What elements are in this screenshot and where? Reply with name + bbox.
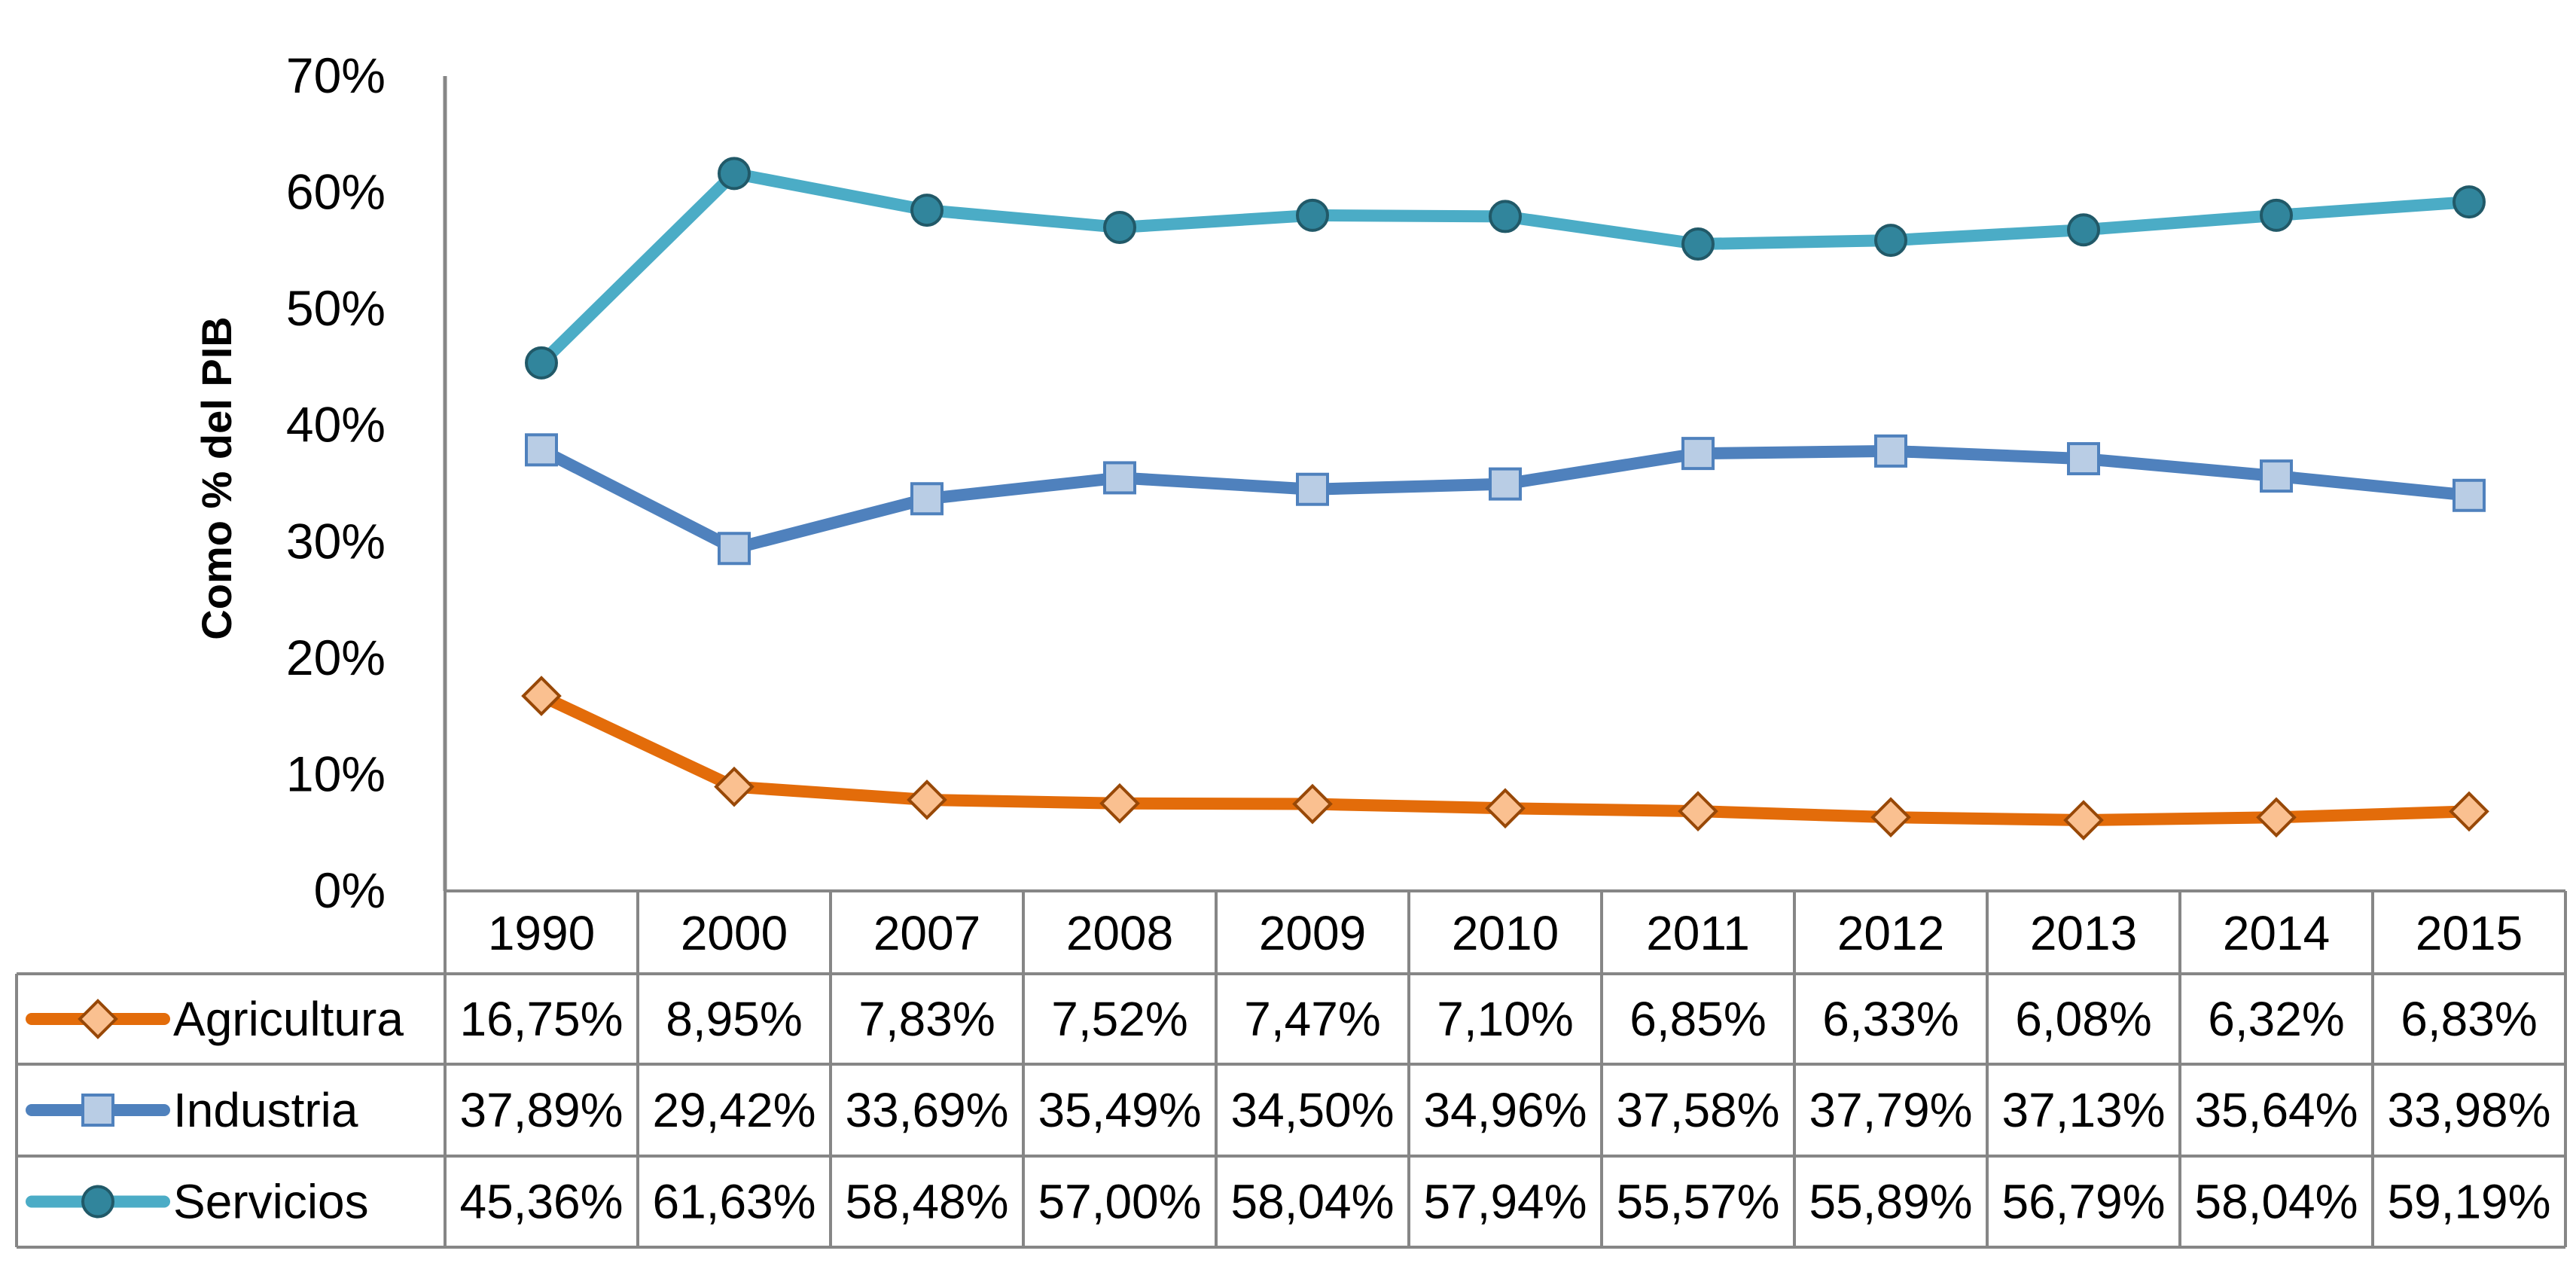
- table-cell-value: 6,83%: [2401, 992, 2537, 1046]
- y-tick-label: 20%: [286, 630, 386, 685]
- y-axis-title: Como % del PIB: [193, 316, 240, 639]
- data-point: [1292, 783, 1333, 825]
- data-point: [1874, 224, 1907, 258]
- table-cell-value: 16,75%: [459, 992, 623, 1046]
- data-point: [2067, 442, 2100, 476]
- data-point: [1489, 200, 1522, 233]
- table-cell-value: 7,52%: [1051, 992, 1187, 1046]
- data-point: [1870, 797, 1911, 837]
- data-point: [2067, 213, 2100, 247]
- table-cell-value: 7,10%: [1437, 992, 1573, 1046]
- x-tick-label: 2013: [2030, 906, 2137, 960]
- legend-label: Servicios: [173, 1175, 369, 1229]
- table-cell-value: 7,47%: [1244, 992, 1380, 1046]
- y-tick-label: 40%: [286, 397, 386, 453]
- table-cell-value: 37,13%: [2001, 1083, 2165, 1137]
- x-tick-label: 2014: [2223, 906, 2330, 960]
- data-table: 1990 2000 2007 2008 2009 2010 2011 2012 2013 2014…: [15, 889, 2567, 1249]
- table-cell-value: 58,04%: [1230, 1175, 1394, 1229]
- table-cell-value: 34,50%: [1230, 1083, 1394, 1137]
- data-point: [1681, 437, 1715, 471]
- x-tick-label: 2008: [1066, 906, 1173, 960]
- table-cell-value: 34,96%: [1423, 1083, 1587, 1137]
- table-cell-value: 55,57%: [1616, 1175, 1779, 1229]
- legend-label: Industria: [173, 1083, 358, 1137]
- data-point: [1296, 472, 1329, 506]
- data-point: [718, 532, 751, 566]
- data-point: [2260, 459, 2293, 493]
- y-tick-label: 60%: [286, 164, 386, 220]
- data-point: [1296, 198, 1329, 232]
- table-cell-value: 35,64%: [2194, 1083, 2358, 1137]
- table-cell-value: 58,48%: [845, 1175, 1008, 1229]
- table-cell-value: 35,49%: [1038, 1083, 1201, 1137]
- x-tick-label: 1990: [488, 906, 595, 960]
- data-point: [2453, 478, 2486, 512]
- data-point: [1681, 227, 1715, 261]
- table-cell-value: 33,98%: [2387, 1083, 2550, 1137]
- data-point: [1485, 788, 1526, 829]
- data-point: [714, 766, 755, 807]
- series-markers: [521, 157, 2489, 840]
- data-point: [1099, 782, 1140, 824]
- x-tick-label: 2015: [2416, 906, 2523, 960]
- table-cell-value: 29,42%: [652, 1083, 815, 1137]
- table-cell-value: 33,69%: [845, 1083, 1008, 1137]
- table-cell-value: 56,79%: [2001, 1175, 2165, 1229]
- table-cell-value: 37,79%: [1809, 1083, 1972, 1137]
- data-point: [525, 346, 558, 380]
- x-tick-label: 2009: [1259, 906, 1366, 960]
- x-tick-label: 2010: [1452, 906, 1559, 960]
- data-point: [2449, 791, 2489, 832]
- data-point: [718, 157, 751, 191]
- data-point: [2260, 198, 2293, 232]
- table-cell-value: 61,63%: [652, 1175, 815, 1229]
- data-point: [81, 1185, 114, 1219]
- data-point: [907, 779, 947, 820]
- table-cell-value: 8,95%: [666, 992, 802, 1046]
- table-cell-value: 7,83%: [858, 992, 995, 1046]
- table-cell-value: 37,89%: [459, 1083, 623, 1137]
- data-point: [1678, 791, 1718, 831]
- data-point: [525, 433, 558, 467]
- table-cell-value: 6,32%: [2208, 992, 2344, 1046]
- table-cell-value: 6,08%: [2015, 992, 2151, 1046]
- data-point: [78, 999, 118, 1039]
- table-cell-value: 57,00%: [1038, 1175, 1201, 1229]
- data-point: [910, 194, 944, 227]
- y-tick-label: 50%: [286, 280, 386, 336]
- table-cell-value: 6,33%: [1822, 992, 1959, 1046]
- y-tick-label: 70%: [286, 47, 386, 103]
- x-tick-label: 2012: [1837, 906, 1944, 960]
- table-cell-value: 58,04%: [2194, 1175, 2358, 1229]
- data-point: [1874, 434, 1907, 468]
- x-tick-label: 2011: [1646, 906, 1750, 960]
- y-tick-label: 30%: [286, 513, 386, 569]
- table-cell-value: 37,58%: [1616, 1083, 1779, 1137]
- table-cell-value: 57,94%: [1423, 1175, 1587, 1229]
- table-cell-value: 59,19%: [2387, 1175, 2550, 1229]
- legend-label: Agricultura: [173, 992, 404, 1046]
- y-tick-label: 10%: [286, 746, 386, 801]
- table-cell-value: 6,85%: [1629, 992, 1766, 1046]
- x-tick-label: 2007: [873, 906, 980, 960]
- data-point: [1489, 467, 1522, 501]
- data-point: [521, 676, 562, 716]
- data-point: [1103, 210, 1136, 244]
- x-tick-label: 2000: [681, 906, 788, 960]
- data-point: [910, 482, 944, 516]
- table-cell-value: 55,89%: [1809, 1175, 1972, 1229]
- data-point: [1103, 461, 1136, 495]
- data-point: [2256, 797, 2297, 838]
- data-point: [2453, 185, 2486, 219]
- y-tick-label: 0%: [314, 862, 386, 918]
- data-point: [2063, 800, 2104, 840]
- table-cell-value: 45,36%: [459, 1175, 623, 1229]
- y-axis: 0% 10% 20% 30% 40% 50% 60% 70%: [286, 47, 447, 918]
- data-point: [81, 1094, 114, 1127]
